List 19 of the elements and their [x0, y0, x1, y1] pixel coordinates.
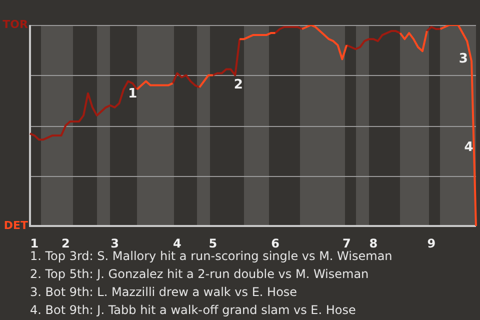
text: 3. Bot 9th: L. Mazzilli drew a walk vs E. Hose: [30, 284, 298, 301]
x-tick-label: 4: [173, 236, 182, 250]
text: 1. Top 3rd: S. Mallory hit a run-scoring single vs M. Wiseman: [30, 248, 392, 265]
annotation: 4: [464, 140, 474, 155]
text: 2. Top 5th: J. Gonzalez hit a 2-run double vs M. Wiseman: [30, 266, 370, 283]
x-tick-label: 6: [271, 236, 280, 250]
x-tick-label: 1: [30, 236, 39, 250]
text: DET: [4, 218, 28, 232]
text: TOR: [2, 18, 29, 31]
annotation: 3: [458, 52, 468, 67]
x-tick-label: 3: [110, 236, 119, 250]
x-tick-label: 2: [62, 236, 70, 250]
x-tick-label: 7: [342, 236, 351, 250]
x-tick-label: 5: [208, 236, 218, 250]
x-tick-label: 8: [369, 236, 378, 250]
x-tick-label: 9: [427, 236, 436, 250]
annotation: 2: [234, 78, 243, 93]
annotation: 1: [128, 86, 138, 102]
text: 4. Bot 9th: J. Tabb hit a walk-off grand slam vs E. Hose: [30, 302, 357, 319]
